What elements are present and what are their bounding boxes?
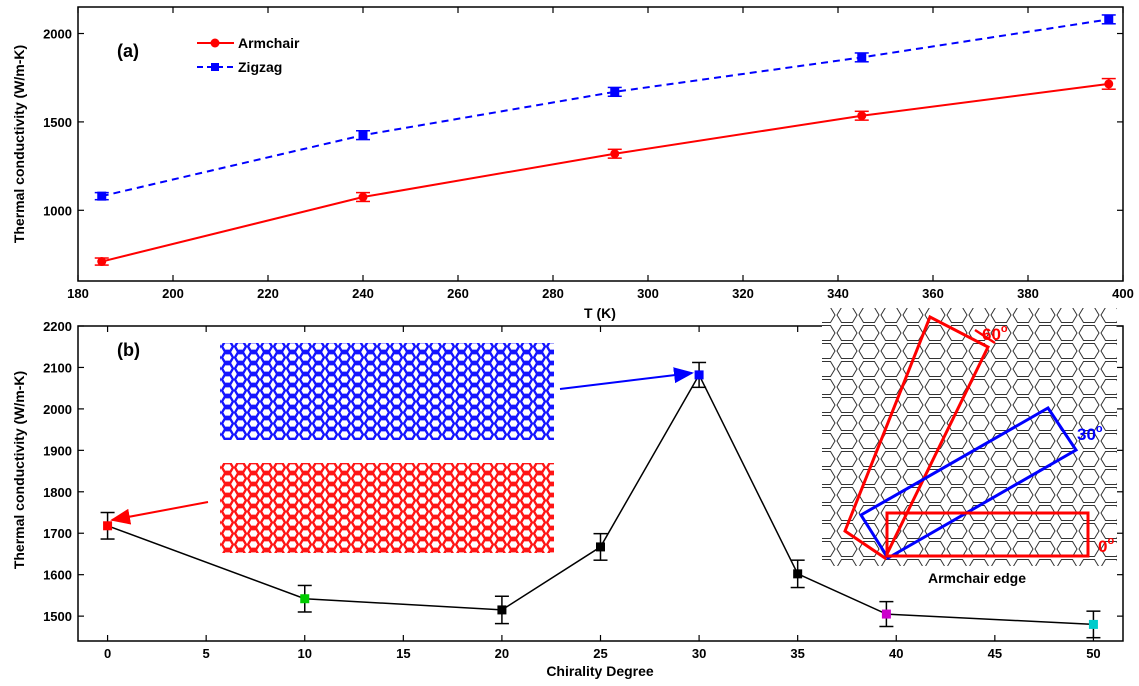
panel-a-axes-frame xyxy=(77,6,1124,282)
legend-zigzag-label: Zigzag xyxy=(238,59,282,75)
series-zigzag-point xyxy=(97,191,107,201)
zigzag-pointer-arrow xyxy=(559,367,694,390)
panel-b-x-tick-label: 20 xyxy=(495,646,509,661)
series-zigzag-point xyxy=(358,130,368,140)
series-armchair-point xyxy=(610,149,620,159)
armchair-edge-caption-bg xyxy=(918,567,1040,587)
panel-a-x-tick-label: 280 xyxy=(542,286,564,301)
panel-b-y-axis-title: Thermal conductivity (W/m-K) xyxy=(11,371,27,569)
armchair-pointer-arrow xyxy=(110,501,209,525)
panel-b-y-tick-label: 2100 xyxy=(43,360,72,375)
panel-a-x-tick-label: 300 xyxy=(637,286,659,301)
angle-label-0: 0o xyxy=(1098,535,1114,556)
chirality-lattice-image xyxy=(822,308,1117,566)
panel-a-y-tick-label: 1000 xyxy=(43,203,72,218)
chirality-inset: 60o 30o 0o Armchair edge xyxy=(822,308,1117,587)
chirality-line xyxy=(107,373,1094,626)
chirality-point xyxy=(1088,619,1098,629)
angle-label-30: 30o xyxy=(1077,423,1103,444)
panel-a-ticks: 180 200 220 240 260 280 300 320 340 360 380 400 1000… xyxy=(43,7,1134,301)
panel-b-x-tick-label: 35 xyxy=(790,646,804,661)
panel-b-x-tick-label: 5 xyxy=(203,646,210,661)
legend-zigzag-marker xyxy=(211,63,219,71)
panel-a-x-tick-label: 360 xyxy=(922,286,944,301)
chirality-point xyxy=(497,605,507,615)
panel-b-y-tick-label: 1700 xyxy=(43,526,72,541)
panel-b: 0 5 10 15 20 25 30 35 40 45 50 1500 1600 1700 1800 1900… xyxy=(11,308,1124,679)
rect-0-degree xyxy=(885,511,1090,558)
panel-b-x-tick-label: 15 xyxy=(396,646,410,661)
series-zigzag-point xyxy=(857,52,867,62)
panel-a-label: (a) xyxy=(117,41,139,61)
panel-a-legend: Armchair Zigzag xyxy=(197,35,300,75)
series-armchair-point xyxy=(857,111,867,121)
panel-a-series xyxy=(94,14,1116,267)
series-armchair-point xyxy=(358,192,368,202)
chirality-point xyxy=(694,370,704,380)
rect-60-degree xyxy=(843,314,990,561)
panel-a-x-tick-label: 220 xyxy=(257,286,279,301)
panel-b-y-tick-label: 2200 xyxy=(43,319,72,334)
panel-b-y-tick-label: 1600 xyxy=(43,568,72,583)
panel-a: 180 200 220 240 260 280 300 320 340 360 380 400 1000… xyxy=(11,6,1134,321)
armchair-lattice-image xyxy=(220,463,554,553)
series-armchair-point xyxy=(1104,79,1114,89)
panel-b-label: (b) xyxy=(117,340,140,360)
legend-armchair-marker xyxy=(210,38,220,48)
series-armchair-point xyxy=(97,257,107,267)
armchair-edge-caption: Armchair edge xyxy=(928,570,1026,586)
panel-a-x-tick-label: 380 xyxy=(1017,286,1039,301)
panel-b-x-tick-label: 40 xyxy=(889,646,903,661)
panel-b-y-tick-label: 1800 xyxy=(43,485,72,500)
chirality-point xyxy=(596,542,605,552)
panel-b-x-tick-label: 30 xyxy=(692,646,706,661)
panel-a-x-axis-title: T (K) xyxy=(584,305,616,321)
panel-b-x-tick-label: 10 xyxy=(298,646,312,661)
panel-a-y-tick-label: 1500 xyxy=(43,115,72,130)
chirality-point xyxy=(793,569,803,579)
legend-armchair-label: Armchair xyxy=(238,35,300,51)
panel-a-x-tick-label: 340 xyxy=(827,286,849,301)
panel-b-ticks: 0 5 10 15 20 25 30 35 40 45 50 1500 1600 1700 1800 1900… xyxy=(43,319,1123,661)
panel-b-y-tick-label: 1900 xyxy=(43,443,72,458)
panel-b-x-tick-label: 0 xyxy=(104,646,111,661)
chirality-point xyxy=(881,609,891,619)
panel-a-x-tick-label: 320 xyxy=(732,286,754,301)
series-zigzag-point xyxy=(1104,14,1114,24)
panel-b-x-tick-label: 50 xyxy=(1086,646,1100,661)
panel-b-x-tick-label: 25 xyxy=(593,646,607,661)
chirality-point xyxy=(103,521,113,531)
panel-a-y-axis-title: Thermal conductivity (W/m-K) xyxy=(11,45,27,243)
panel-b-y-tick-label: 1500 xyxy=(43,609,72,624)
panel-a-x-tick-label: 240 xyxy=(352,286,374,301)
series-zigzag-line xyxy=(101,18,1109,198)
panel-a-x-tick-label: 260 xyxy=(447,286,469,301)
angle-label-60: 60o xyxy=(982,323,1008,344)
panel-b-x-tick-label: 45 xyxy=(988,646,1002,661)
panel-b-series xyxy=(100,361,1101,639)
chirality-point xyxy=(300,594,310,604)
panel-a-x-tick-label: 400 xyxy=(1112,286,1134,301)
60-degree-pointer xyxy=(974,328,996,345)
zigzag-lattice-image xyxy=(220,343,554,440)
panel-b-y-tick-label: 2000 xyxy=(43,402,72,417)
series-armchair-line xyxy=(101,82,1109,263)
panel-a-y-tick-label: 2000 xyxy=(43,27,72,42)
panel-a-x-tick-label: 200 xyxy=(162,286,184,301)
rect-30-degree xyxy=(858,406,1079,561)
series-zigzag-point xyxy=(610,87,620,97)
panel-b-x-axis-title: Chirality Degree xyxy=(546,663,654,679)
panel-a-x-tick-label: 180 xyxy=(67,286,89,301)
